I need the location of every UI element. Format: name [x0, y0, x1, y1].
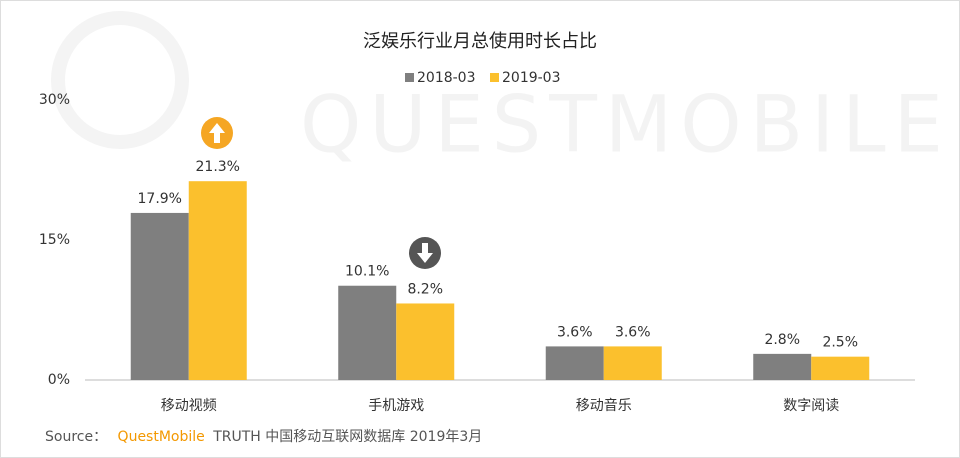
- bar: [396, 303, 455, 380]
- value-label: 3.6%: [615, 324, 651, 340]
- value-label: 10.1%: [345, 264, 389, 280]
- watermark-logo: [51, 11, 189, 149]
- legend-swatch: [490, 73, 499, 82]
- bar: [545, 346, 604, 380]
- y-tick-label: 15%: [39, 232, 70, 248]
- legend-label: 2019-03: [502, 70, 561, 86]
- bar: [811, 356, 870, 380]
- y-tick-label: 30%: [39, 92, 70, 108]
- x-tick-label: 移动视频: [161, 398, 217, 414]
- value-label: 17.9%: [138, 191, 182, 207]
- bar: [188, 181, 247, 380]
- source-text: TRUTH 中国移动互联网数据库 2019年3月: [212, 429, 482, 445]
- value-label: 3.6%: [557, 324, 593, 340]
- source-brand: QuestMobile: [118, 429, 205, 445]
- up-arrow-icon: [201, 117, 233, 149]
- bar: [603, 346, 662, 380]
- x-tick-label: 手机游戏: [368, 398, 424, 414]
- bar: [130, 212, 189, 380]
- bar: [338, 285, 397, 380]
- value-label: 2.8%: [764, 332, 800, 348]
- y-tick-label: 0%: [48, 372, 70, 388]
- legend-label: 2018-03: [417, 70, 476, 86]
- x-tick-label: 移动音乐: [576, 397, 632, 414]
- legend-swatch: [405, 73, 414, 82]
- value-label: 8.2%: [407, 281, 443, 297]
- watermark: QUESTMOBILE: [300, 80, 951, 170]
- source: Source： QuestMobile TRUTH 中国移动互联网数据库 201…: [45, 429, 482, 445]
- value-label: 2.5%: [822, 335, 858, 351]
- value-label: 21.3%: [196, 159, 240, 175]
- x-tick-label: 数字阅读: [783, 397, 839, 414]
- down-arrow-icon: [409, 237, 441, 269]
- source-label: Source：: [45, 429, 107, 445]
- bar: [753, 353, 812, 380]
- chart-title: 泛娱乐行业月总使用时长占比: [363, 31, 597, 52]
